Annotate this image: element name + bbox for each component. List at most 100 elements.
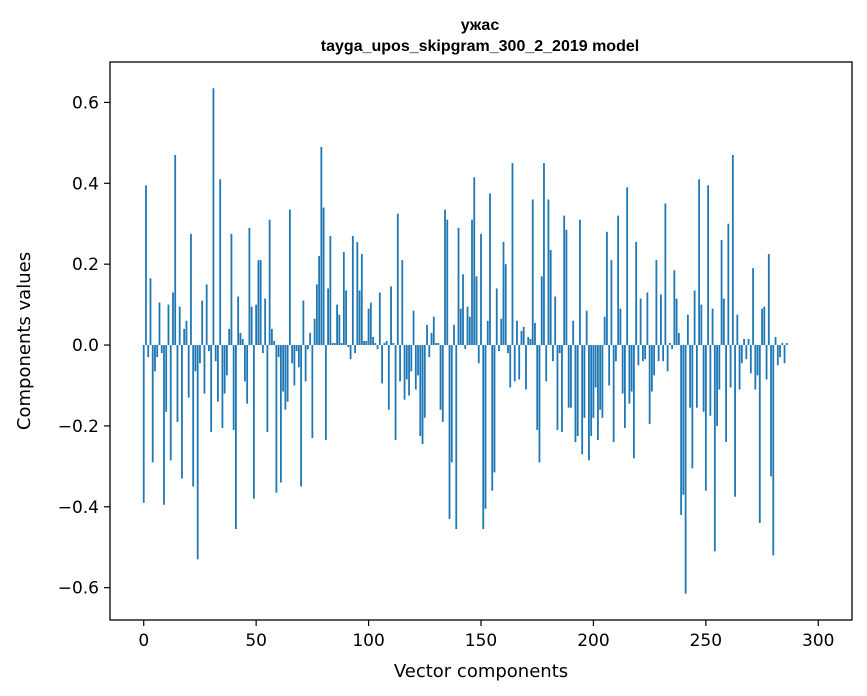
bar bbox=[511, 163, 514, 346]
bar bbox=[655, 260, 658, 346]
bar bbox=[205, 284, 208, 346]
bar bbox=[765, 345, 768, 380]
bar bbox=[419, 345, 422, 437]
bar bbox=[295, 345, 298, 352]
y-tick-label: −0.6 bbox=[58, 579, 99, 599]
y-tick-label: 0.4 bbox=[72, 174, 99, 194]
bar bbox=[277, 345, 280, 358]
bar bbox=[684, 345, 687, 594]
bar bbox=[244, 345, 246, 382]
bar bbox=[781, 343, 784, 346]
bar bbox=[262, 345, 264, 354]
bar bbox=[253, 345, 255, 499]
bar bbox=[689, 345, 692, 408]
bar bbox=[455, 345, 458, 530]
bar bbox=[268, 219, 271, 346]
bar bbox=[475, 276, 478, 346]
bar bbox=[318, 256, 321, 346]
bar bbox=[403, 345, 406, 400]
bar bbox=[518, 345, 521, 380]
bar bbox=[237, 296, 240, 346]
bar bbox=[387, 345, 390, 410]
bar bbox=[698, 179, 700, 346]
bar bbox=[291, 345, 294, 364]
bar bbox=[259, 260, 262, 346]
bar bbox=[639, 298, 642, 346]
y-tick-label: 0.6 bbox=[72, 93, 99, 113]
bar bbox=[421, 345, 424, 445]
bar bbox=[700, 304, 703, 346]
bar bbox=[306, 345, 309, 350]
bar bbox=[637, 345, 640, 366]
bar bbox=[367, 308, 370, 346]
bar bbox=[246, 345, 249, 404]
bar bbox=[165, 345, 168, 412]
bar bbox=[167, 304, 170, 346]
bar bbox=[381, 345, 383, 384]
bar bbox=[221, 345, 224, 428]
bar bbox=[754, 345, 757, 390]
bar bbox=[745, 345, 748, 360]
bar bbox=[495, 288, 498, 346]
bar bbox=[682, 345, 685, 495]
bar bbox=[203, 345, 206, 394]
bar bbox=[219, 179, 222, 346]
bar bbox=[556, 345, 559, 430]
bar bbox=[230, 233, 233, 346]
bar bbox=[552, 345, 554, 362]
bar bbox=[774, 336, 777, 346]
bar bbox=[214, 345, 217, 362]
bar bbox=[300, 345, 303, 487]
bar bbox=[727, 223, 730, 346]
bar bbox=[725, 345, 727, 443]
bar bbox=[284, 345, 287, 410]
bar bbox=[648, 345, 651, 424]
bar bbox=[250, 306, 253, 346]
bar bbox=[641, 345, 644, 362]
bar bbox=[653, 345, 656, 376]
bar bbox=[196, 345, 199, 560]
bar bbox=[484, 345, 487, 509]
bar bbox=[713, 345, 716, 552]
bar bbox=[702, 345, 705, 412]
bar bbox=[185, 320, 188, 346]
bar bbox=[635, 241, 638, 346]
bar bbox=[561, 345, 563, 432]
x-tick-label: 150 bbox=[465, 631, 497, 651]
bar bbox=[776, 345, 779, 366]
bar bbox=[423, 345, 426, 418]
bar bbox=[624, 345, 626, 428]
bar bbox=[396, 213, 399, 346]
bar bbox=[266, 345, 269, 432]
bar bbox=[210, 345, 213, 432]
bar bbox=[208, 345, 210, 352]
bar bbox=[336, 304, 338, 346]
bar bbox=[522, 326, 525, 346]
bar bbox=[345, 290, 347, 346]
bar bbox=[394, 345, 397, 441]
bar bbox=[767, 254, 770, 346]
bar bbox=[163, 345, 165, 505]
bar bbox=[270, 328, 273, 346]
bar bbox=[390, 286, 392, 346]
bar bbox=[468, 316, 471, 346]
bar bbox=[432, 316, 435, 346]
bar bbox=[293, 345, 296, 386]
bars-group bbox=[142, 88, 788, 594]
bar bbox=[450, 345, 453, 463]
bar bbox=[531, 199, 534, 346]
x-tick-label: 0 bbox=[138, 631, 149, 651]
bar bbox=[585, 310, 588, 346]
bar bbox=[417, 345, 419, 376]
chart-title: ужас bbox=[461, 17, 500, 34]
bar bbox=[740, 345, 743, 364]
bar bbox=[504, 264, 507, 346]
bar bbox=[351, 235, 354, 346]
bar bbox=[664, 203, 667, 346]
bar bbox=[187, 345, 190, 398]
bar bbox=[320, 146, 323, 346]
bar bbox=[158, 302, 161, 346]
bar bbox=[599, 345, 602, 410]
bar bbox=[630, 345, 633, 392]
bar bbox=[315, 284, 318, 346]
